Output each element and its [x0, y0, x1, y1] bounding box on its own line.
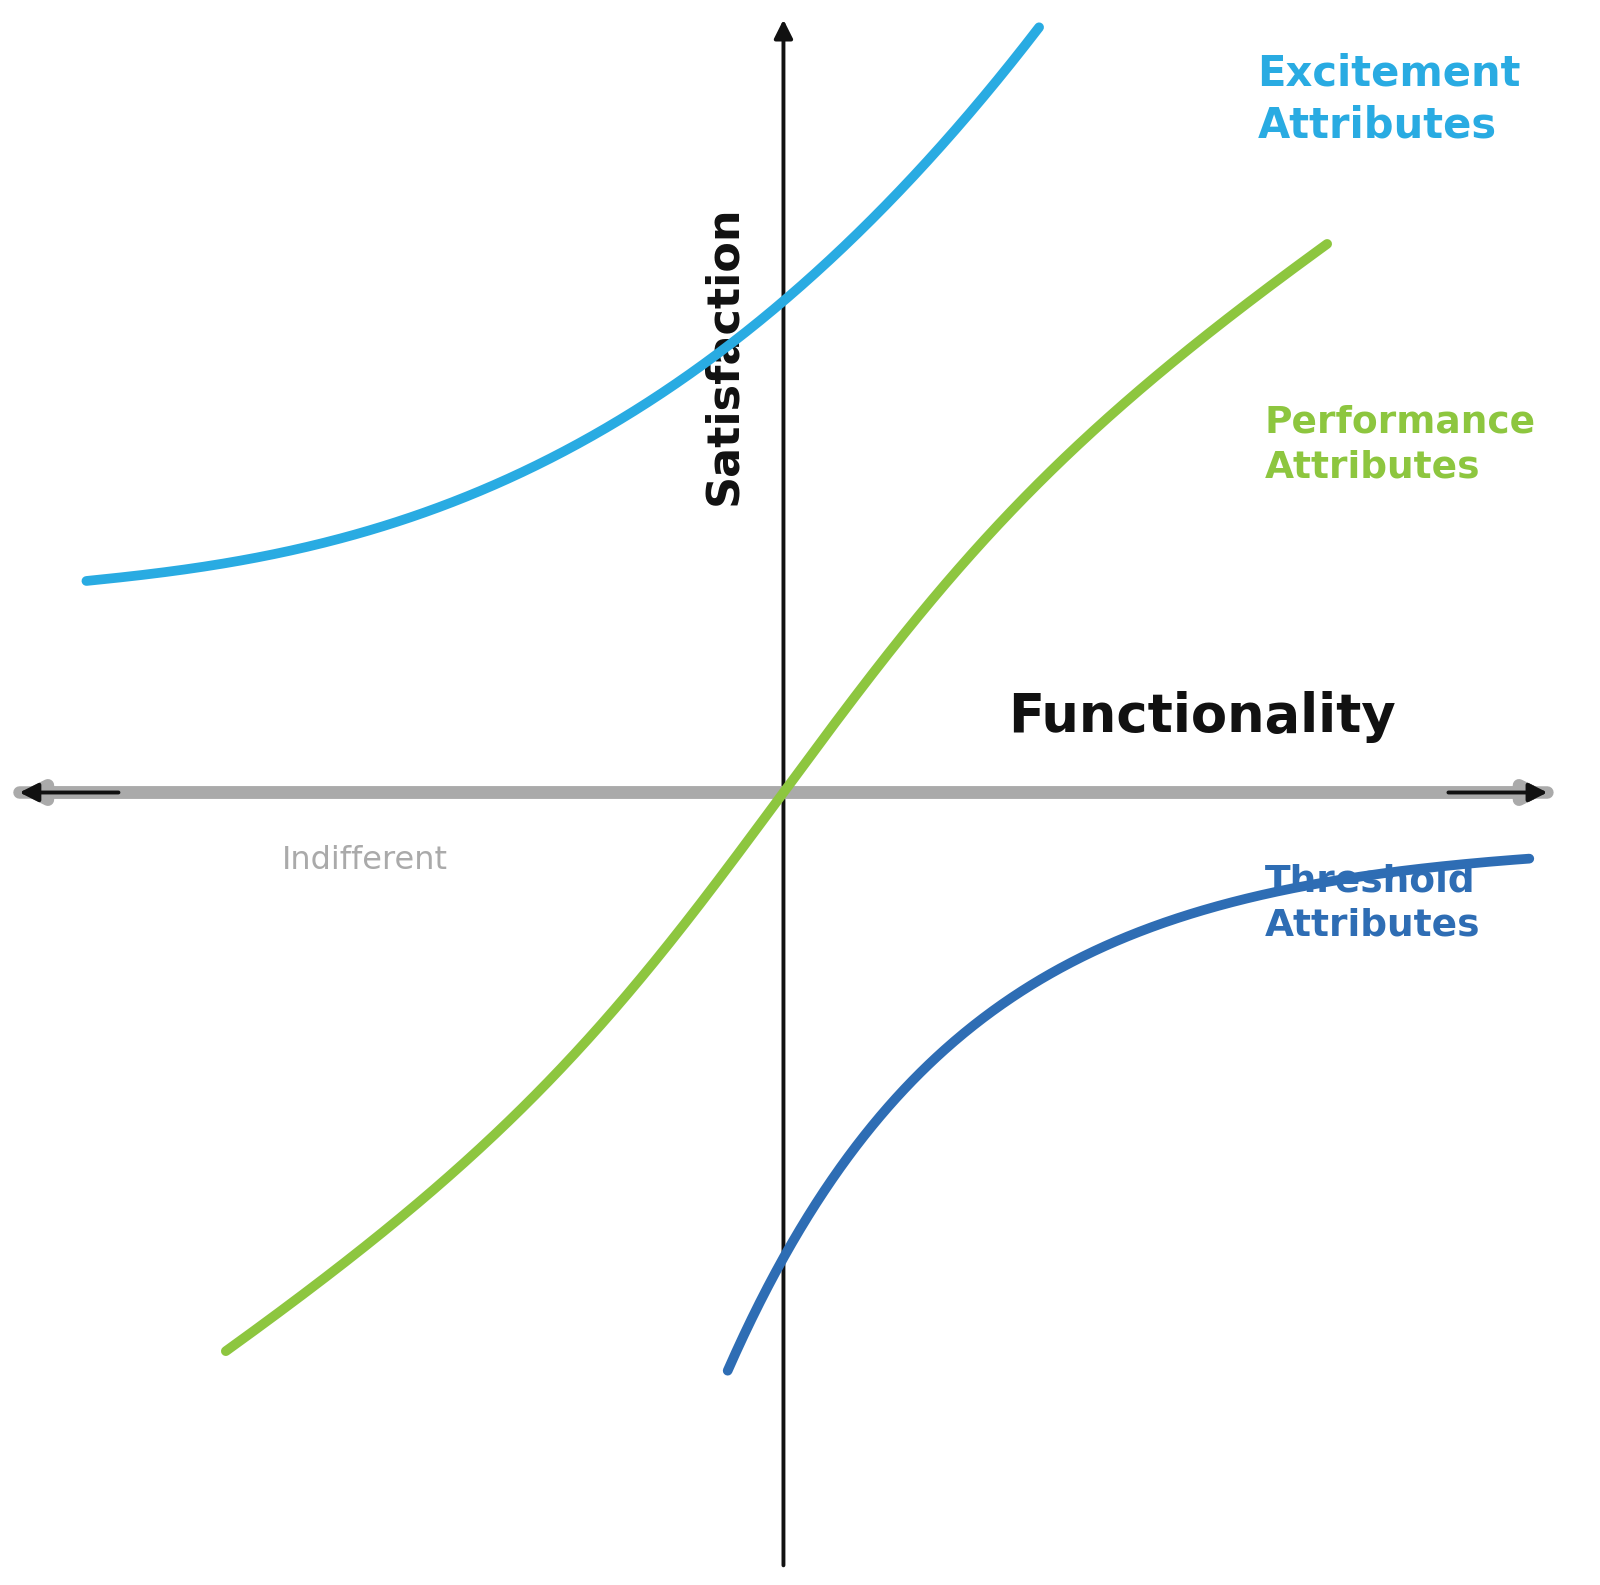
Text: Threshold
Attributes: Threshold Attributes — [1264, 862, 1480, 943]
Text: Functionality: Functionality — [1008, 691, 1395, 743]
Text: Performance
Attributes: Performance Attributes — [1264, 404, 1536, 485]
Text: Excitement
Attributes: Excitement Attributes — [1258, 52, 1522, 146]
Text: Satisfaction: Satisfaction — [702, 206, 746, 506]
Text: Indifferent: Indifferent — [282, 845, 448, 877]
